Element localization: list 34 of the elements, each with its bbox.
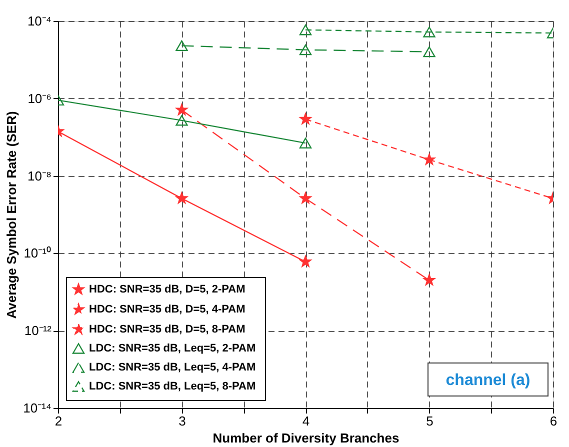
legend-label: HDC: SNR=35 dB, D=5, 8-PAM: [89, 324, 246, 336]
y-tick-label: 10⁻¹⁰: [24, 246, 52, 261]
point: [176, 115, 188, 126]
x-axis-title: Number of Diversity Branches: [212, 430, 400, 446]
point: [299, 24, 312, 36]
point: [423, 154, 436, 165]
annotation: channel (a): [446, 372, 530, 389]
x-tick-label: 4: [302, 414, 310, 428]
legend-label: HDC: SNR=35 dB, D=5, 4-PAM: [89, 304, 246, 316]
point: [299, 44, 312, 56]
x-tick-label: 3: [178, 414, 186, 428]
point: [176, 192, 188, 204]
x-tick-label: 2: [54, 414, 62, 428]
y-tick-label: 10⁻⁶: [28, 90, 52, 106]
point: [423, 46, 436, 58]
point: [176, 40, 188, 52]
point: [300, 256, 312, 267]
point: [300, 192, 312, 204]
x-tick-label: 6: [550, 414, 558, 428]
legend-label: LDC: SNR=35 dB, Leq=5, 2-PAM: [89, 342, 256, 354]
x-tick-label: 5: [426, 414, 434, 428]
y-tick-label: 10⁻¹⁴: [23, 400, 52, 416]
legend-label: LDC: SNR=35 dB, Leq=5, 8-PAM: [89, 380, 256, 392]
point: [423, 26, 436, 38]
point: [176, 104, 188, 116]
point: [423, 274, 436, 286]
point: [299, 138, 312, 148]
point: [300, 113, 312, 124]
y-axis-title: Average Symbol Error Rate (SER): [4, 111, 20, 319]
legend-label: HDC: SNR=35 dB, D=5, 2-PAM: [89, 284, 246, 296]
y-tick-label: 10⁻¹²: [24, 323, 52, 338]
y-tick-label: 10⁻⁸: [28, 168, 52, 184]
y-tick-label: 10⁻⁴: [27, 14, 52, 28]
legend-label: LDC: SNR=35 dB, Leq=5, 4-PAM: [89, 362, 256, 374]
